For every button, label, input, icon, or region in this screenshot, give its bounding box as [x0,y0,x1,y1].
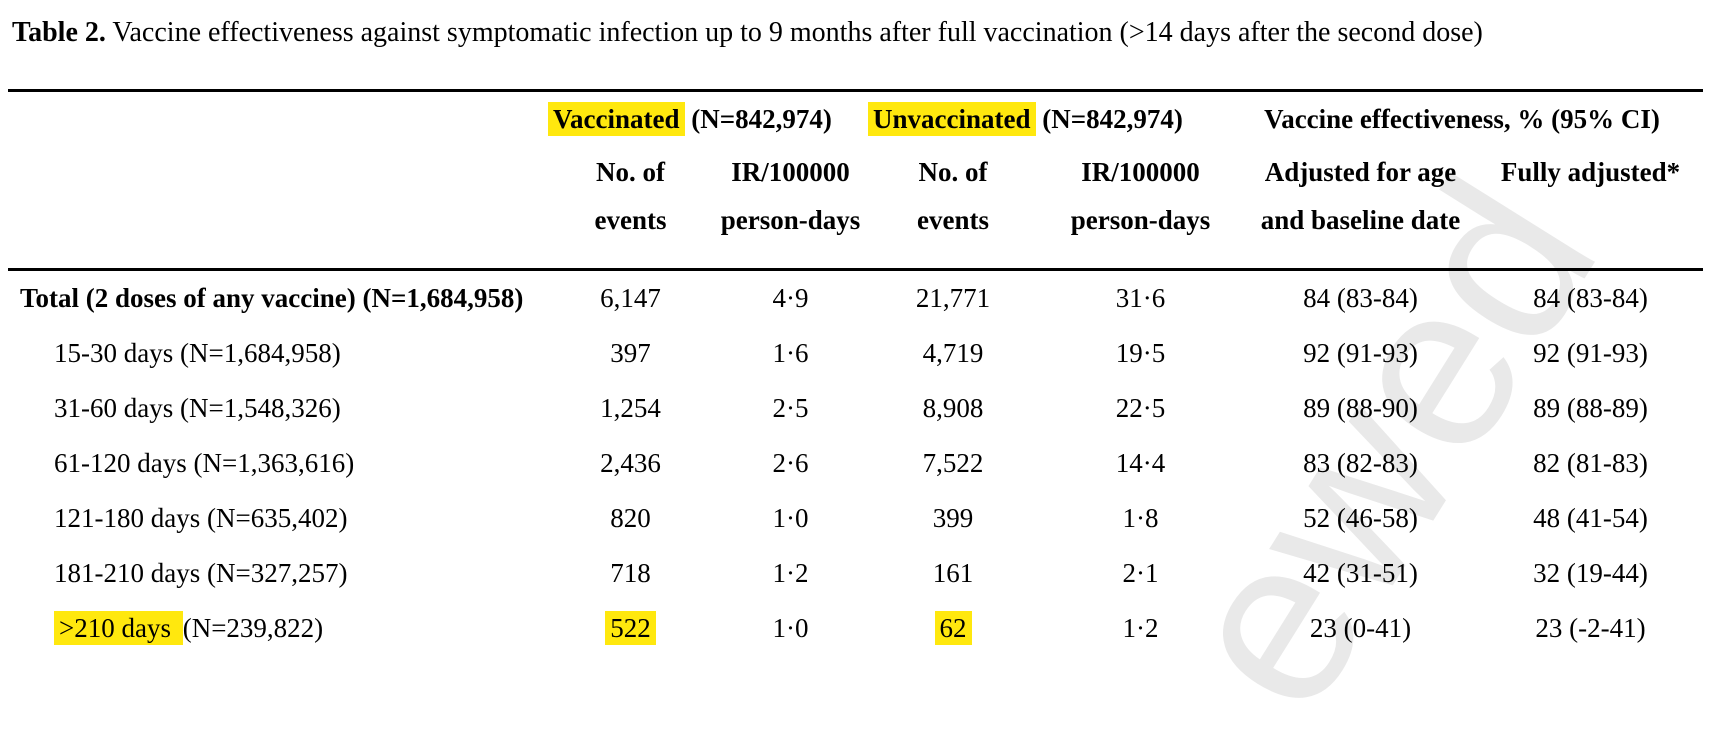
row-label-highlight: >210 days [54,611,183,645]
cell-vacc-ir: 1·0 [772,613,809,643]
vacc-events-header: No. of [596,156,665,187]
unvacc-events-header-2: events [917,205,989,235]
cell-vacc-events: 6,147 [600,283,661,313]
vacc-ir-header: IR/100000 [731,156,850,187]
cell-ve-age: 83 (82-83) [1303,448,1418,478]
row-label: >210 days (N=239,822) [8,601,548,656]
empty-header-cell [8,91,548,148]
cell-vacc-ir: 1·2 [772,558,809,588]
table-row-181-210: 181-210 days (N=327,257) 718 1·2 161 2·1… [8,546,1703,601]
cell-unvacc-events: 7,522 [922,448,984,478]
group-header-row: Vaccinated (N=842,974) Unvaccinated (N=8… [8,91,1703,148]
cell-vacc-events: 1,254 [600,393,661,423]
row-label: 15-30 days (N=1,684,958) [54,338,341,368]
adjusted-age-header: Adjusted for age [1264,156,1457,187]
table-caption: Table 2. Vaccine effectiveness against s… [12,16,1483,50]
row-label: 121-180 days (N=635,402) [54,503,348,533]
cell-vacc-events: 522 [548,601,713,656]
unvaccinated-group-header: Unvaccinated (N=842,974) [868,91,1243,148]
cell-ve-age: 92 (91-93) [1303,338,1418,368]
cell-ve-age: 23 (0-41) [1309,613,1412,643]
cell-unvacc-ir: 1·8 [1122,503,1159,533]
table-row-over-210: >210 days (N=239,822) 522 1·0 62 1·2 23 … [8,601,1703,656]
vaccinated-n: (N=842,974) [684,104,832,134]
adjusted-age-header-2: and baseline date [1260,205,1461,235]
cell-ve-age: 84 (83-84) [1303,283,1418,313]
row-label: 31-60 days (N=1,548,326) [54,393,341,423]
unvaccinated-highlight: Unvaccinated [868,102,1036,136]
cell-ve-full: 82 (81-83) [1533,448,1648,478]
cell-ve-age: 89 (88-90) [1303,393,1418,423]
cell-ve-full: 23 (-2-41) [1535,613,1646,643]
empty-header-cell [8,147,548,197]
cell-unvacc-events: 399 [932,503,974,533]
cell-vacc-ir: 1·6 [772,338,809,368]
vaccine-effectiveness-table: Vaccinated (N=842,974) Unvaccinated (N=8… [8,89,1703,656]
cell-vacc-ir: 1·0 [772,503,809,533]
cell-vacc-ir: 2·5 [772,393,809,423]
cell-unvacc-ir: 2·1 [1122,558,1159,588]
table-row-total: Total (2 doses of any vaccine) (N=1,684,… [8,270,1703,327]
fully-adjusted-header: Fully adjusted* [1500,156,1681,187]
vaccinated-highlight: Vaccinated [548,102,685,136]
fully-adjusted-header-2 [1478,197,1703,270]
effectiveness-group-header: Vaccine effectiveness, % (95% CI) [1264,104,1660,134]
vacc-events-header-2: events [594,205,667,235]
cell-vacc-events: 2,436 [600,448,661,478]
vacc-ir-header-2: person-days [720,205,861,235]
vacc-events-highlight: 522 [605,611,656,645]
table-header: Vaccinated (N=842,974) Unvaccinated (N=8… [8,91,1703,270]
table-row-121-180: 121-180 days (N=635,402) 820 1·0 399 1·8… [8,491,1703,546]
cell-ve-age: 52 (46-58) [1303,503,1418,533]
empty-header-cell [8,197,548,270]
cell-unvacc-ir: 14·4 [1115,448,1166,478]
sub-header-row-line1: No. of IR/100000 No. of IR/100000 Adjust… [8,147,1703,197]
cell-vacc-events: 397 [610,338,651,368]
cell-ve-full: 48 (41-54) [1533,503,1648,533]
cell-unvacc-events: 8,908 [922,393,984,423]
cell-ve-full: 32 (19-44) [1533,558,1648,588]
table-caption-number: Table 2. [12,17,106,48]
row-label: 61-120 days (N=1,363,616) [54,448,355,478]
cell-unvacc-events: 161 [932,558,974,588]
unvacc-events-highlight: 62 [934,611,972,645]
table-caption-text: Vaccine effectiveness against symptomati… [105,17,1483,48]
row-label: 181-210 days (N=327,257) [54,558,348,588]
row-label: Total (2 doses of any vaccine) (N=1,684,… [20,283,524,313]
table-row-61-120: 61-120 days (N=1,363,616) 2,436 2·6 7,52… [8,436,1703,491]
cell-unvacc-events: 62 [868,601,1038,656]
unvacc-events-header: No. of [918,156,988,187]
cell-unvacc-ir: 22·5 [1115,393,1166,423]
vaccinated-group-header: Vaccinated (N=842,974) [548,91,868,148]
cell-vacc-events: 820 [610,503,651,533]
cell-unvacc-ir: 19·5 [1115,338,1166,368]
cell-ve-full: 84 (83-84) [1533,283,1648,313]
row-label-rest: (N=239,822) [182,613,324,643]
cell-unvacc-ir: 1·2 [1122,613,1159,643]
cell-vacc-ir: 4·9 [772,283,809,313]
unvaccinated-n: (N=842,974) [1035,104,1183,134]
cell-unvacc-ir: 31·6 [1115,283,1166,313]
unvacc-ir-header-2: person-days [1070,205,1211,235]
cell-ve-age: 42 (31-51) [1303,558,1418,588]
table-body: Total (2 doses of any vaccine) (N=1,684,… [8,270,1703,657]
cell-ve-full: 92 (91-93) [1533,338,1648,368]
cell-unvacc-events: 21,771 [915,283,991,313]
cell-unvacc-events: 4,719 [922,338,984,368]
unvacc-ir-header: IR/100000 [1081,156,1200,187]
table-row-15-30: 15-30 days (N=1,684,958) 397 1·6 4,719 1… [8,326,1703,381]
cell-ve-full: 89 (88-89) [1533,393,1648,423]
table-row-31-60: 31-60 days (N=1,548,326) 1,254 2·5 8,908… [8,381,1703,436]
cell-vacc-ir: 2·6 [772,448,809,478]
sub-header-row-line2: events person-days events person-days an… [8,197,1703,270]
cell-vacc-events: 718 [610,558,651,588]
